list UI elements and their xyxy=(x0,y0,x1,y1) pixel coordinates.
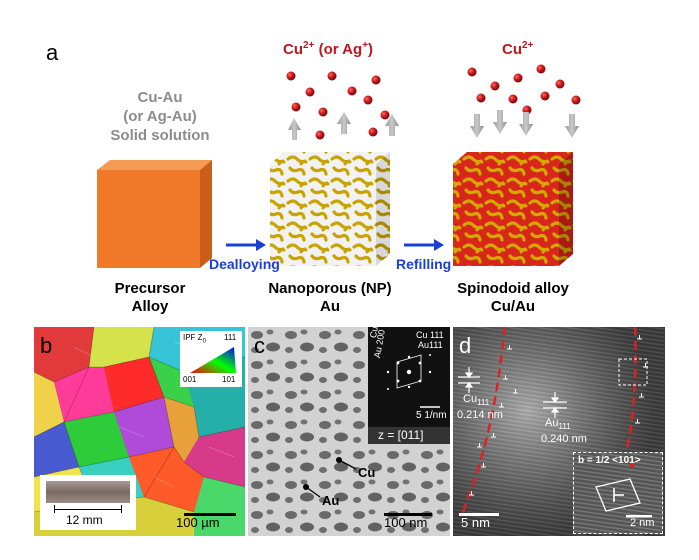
ebsd-scale-bar xyxy=(184,513,236,516)
cu-plane-label: Cu111 0.214 nm xyxy=(457,393,503,422)
panel-b-label: b xyxy=(40,333,53,358)
panel-c-sem: c Au 200 Cu 200 Cu 111 Au111 5 1/nm z = … xyxy=(248,327,450,536)
panel-a-label: a xyxy=(46,40,59,65)
refilling-ion-label: Cu2+ xyxy=(502,40,534,58)
panel-b-ebsd: b IPF Z0 111 001 101 12 mm 100 µm xyxy=(34,327,245,536)
cu-spacing: 0.214 nm xyxy=(457,409,503,422)
np-au-cube xyxy=(270,152,390,266)
hrtem-scale-label: 5 nm xyxy=(461,515,490,530)
au-spacing: 0.240 nm xyxy=(541,433,587,446)
refilling-down-arrows xyxy=(470,110,579,138)
panel-d-label: d xyxy=(459,333,472,358)
zone-axis-label: z = [011] xyxy=(378,428,424,442)
ipf-101: 101 xyxy=(222,375,236,384)
spinodoid-cube xyxy=(453,152,573,266)
hrtem-image xyxy=(453,327,665,536)
ipf-legend-title: IPF Z0 xyxy=(183,333,206,345)
np-bottom-line2: Au xyxy=(319,298,340,315)
dealloying-ion-label: Cu2+ (or Ag+) xyxy=(283,40,374,58)
sample-photo-inset: 12 mm xyxy=(40,475,136,530)
np-bottom-line1: Nanoporous (NP) xyxy=(268,280,392,297)
ipf-001: 001 xyxy=(183,375,197,384)
precursor-top-label: Cu-Au (or Ag-Au) Solid solution xyxy=(110,88,209,145)
refilling-label: Refilling xyxy=(396,256,452,272)
panel-a-graphics xyxy=(97,64,581,268)
ipf-legend: IPF Z0 111 001 101 xyxy=(180,331,242,387)
refilling-arrow xyxy=(404,239,444,251)
zone-axis-box: z = [011] xyxy=(368,427,450,444)
panel-d-hrtem: d Cu111 0.214 nm Au111 0.240 nm b = 1/2 … xyxy=(453,327,665,536)
dislocation-inset: b = 1/2 <101> 2 nm xyxy=(573,452,663,534)
panel-c-label: c xyxy=(254,333,265,358)
inset-scale-label: 2 nm xyxy=(630,517,655,529)
spinodoid-bottom-label: Spinodoid alloy Cu/Au xyxy=(457,280,569,316)
dealloying-ions xyxy=(286,71,390,140)
ebsd-scale-label: 100 µm xyxy=(176,515,220,530)
precursor-bottom-label: Precursor Alloy xyxy=(115,280,186,316)
diff-scale-label: 5 1/nm xyxy=(416,410,447,421)
sem-pointers xyxy=(303,457,432,516)
cu-region-label: Cu xyxy=(358,465,376,480)
np-bottom-label: Nanoporous (NP) Au xyxy=(268,280,391,316)
au-region-label: Au xyxy=(322,493,340,508)
ipf-triangle xyxy=(190,347,236,373)
dealloying-label: Dealloying xyxy=(209,256,280,272)
refilling-ions xyxy=(467,64,581,115)
precursor-bottom-line2: Alloy xyxy=(131,298,169,315)
inset-scale-label: 12 mm xyxy=(66,513,103,527)
diff-cu111: Cu 111 xyxy=(416,330,444,340)
sem-scale-label: 100 nm xyxy=(384,515,428,530)
spinodoid-bottom-line2: Cu/Au xyxy=(490,298,536,315)
au-plane-label: Au111 0.240 nm xyxy=(541,417,587,446)
ipf-111: 111 xyxy=(224,333,237,342)
diff-au111: Au111 xyxy=(418,340,443,350)
diffraction-pattern xyxy=(386,354,440,408)
diffraction-inset: Au 200 Cu 200 Cu 111 Au111 5 1/nm xyxy=(368,327,450,427)
dealloying-arrow xyxy=(226,239,266,251)
precursor-line2: (or Ag-Au) xyxy=(123,108,197,125)
dealloying-up-arrows xyxy=(288,112,399,140)
precursor-cube xyxy=(97,160,212,268)
spinodoid-bottom-line1: Spinodoid alloy xyxy=(457,280,569,297)
precursor-line1: Cu-Au xyxy=(137,89,183,106)
dislocation-drawing xyxy=(574,453,662,533)
precursor-line3: Solid solution xyxy=(110,127,210,144)
precursor-bottom-line1: Precursor xyxy=(114,280,186,297)
burgers-vector: b = 1/2 <101> xyxy=(578,455,641,466)
